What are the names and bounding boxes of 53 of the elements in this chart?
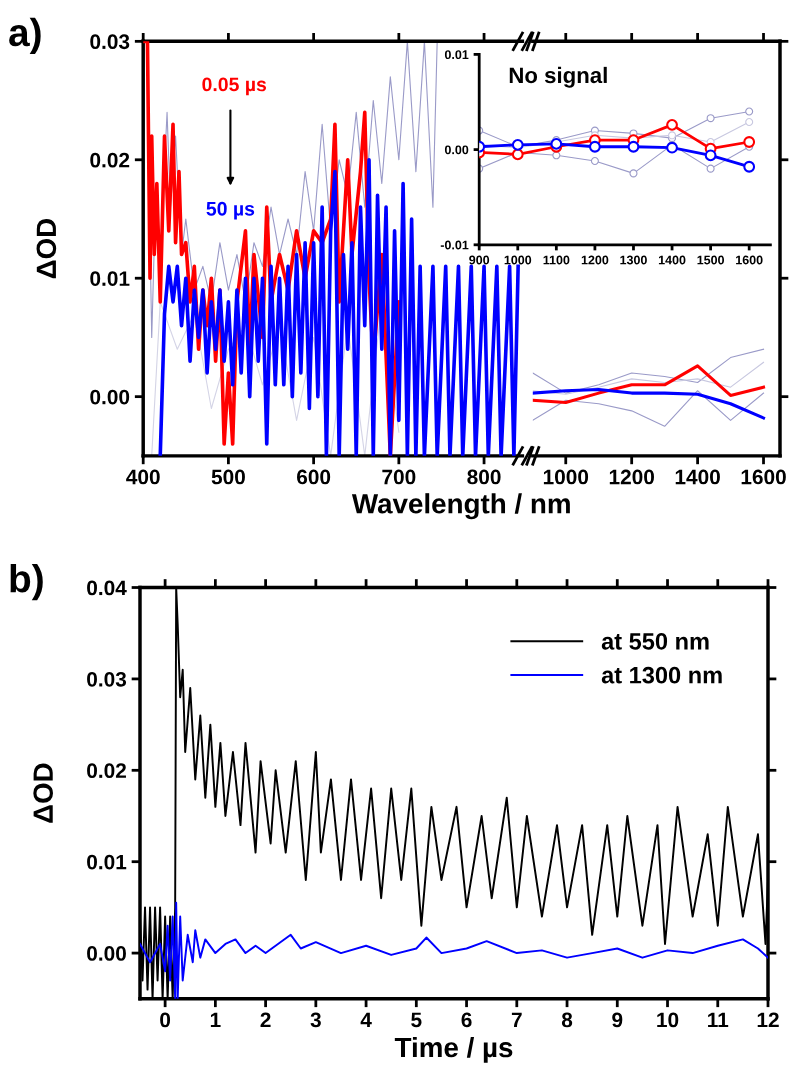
x-tick-label: 11 [708,1012,729,1028]
y-tick-label: 0.01 [90,271,130,286]
x-tick-label: 1000 [504,255,532,265]
legend-label: at 550 nm [601,633,709,650]
y-tick-label: 0.01 [444,50,469,60]
y-tick-label: 0.04 [87,580,127,596]
x-tick-label: 8 [561,1012,573,1028]
y-tick-label: 0.03 [90,34,130,50]
x-tick-label: 1400 [675,469,720,485]
y-tick-label: 0.02 [87,763,126,779]
x-tick-label: 5 [411,1012,422,1028]
x-tick-label: 800 [467,469,501,485]
x-tick-label: 500 [211,469,245,485]
x-tick-label: 0 [160,1012,171,1028]
x-axis-title: Time / µs [394,1036,513,1063]
x-tick-label: 9 [612,1012,623,1028]
y-tick-label: 0.00 [90,389,130,405]
x-tick-label: 1600 [741,469,786,485]
x-axis-title: Wavelength / nm [351,493,570,520]
x-tick-label: 1600 [736,255,763,265]
text: 0.05 µs [202,77,267,96]
y-tick-label: 0.01 [87,854,127,870]
x-tick-label: 6 [461,1012,472,1028]
y-axis-title: ΔOD [36,218,57,279]
text: 50 µs [206,201,255,220]
x-tick-label: 1400 [658,255,686,265]
x-tick-label: 1500 [697,255,725,265]
annotation: No signal [509,66,607,88]
y-tick-label: 0.00 [87,946,126,961]
y-tick-label: -0.01 [440,240,469,250]
x-tick-label: 10 [657,1012,679,1028]
chart-title: b) [10,563,43,601]
y-tick-label: 0.02 [90,152,130,168]
x-tick-label: 400 [126,469,160,485]
x-tick-label: 3 [310,1012,321,1028]
x-tick-label: 700 [382,469,416,485]
legend-label: at 1300 nm [601,666,722,684]
x-tick-label: 1200 [609,469,654,485]
x-tick-label: 1300 [620,255,647,265]
x-tick-label: 7 [511,1012,522,1028]
y-axis-title: ΔOD [33,763,53,823]
chart-title: a) [9,17,41,55]
y-tick-label: 0.00 [444,145,469,155]
x-tick-label: 1000 [543,469,589,485]
x-tick-label: 900 [469,255,490,265]
x-tick-label: 600 [297,469,331,485]
x-tick-label: 1 [210,1012,221,1028]
x-tick-label: 2 [260,1012,271,1028]
x-tick-label: 4 [360,1012,372,1028]
y-tick-label: 0.03 [87,671,127,687]
x-tick-label: 1200 [581,255,609,265]
x-tick-label: 1100 [543,255,570,265]
x-tick-label: 12 [757,1012,779,1028]
